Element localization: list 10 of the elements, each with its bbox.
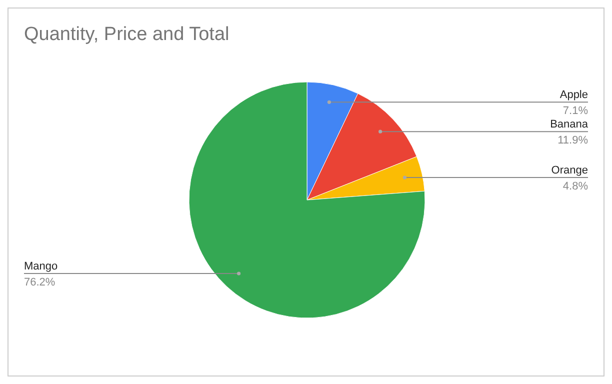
pie-slice bbox=[188, 82, 426, 318]
chart-title: Quantity, Price and Total bbox=[24, 24, 230, 45]
data-label: 4.8% bbox=[562, 180, 588, 193]
data-label: 7.1% bbox=[562, 105, 588, 118]
slice-label: Banana bbox=[550, 118, 589, 131]
data-label: 11.9% bbox=[558, 134, 588, 147]
slice-label: Apple bbox=[560, 89, 588, 102]
slice-label: Orange bbox=[551, 164, 588, 177]
data-label: 76.2% bbox=[24, 276, 56, 289]
slice-label: Mango bbox=[24, 260, 58, 273]
